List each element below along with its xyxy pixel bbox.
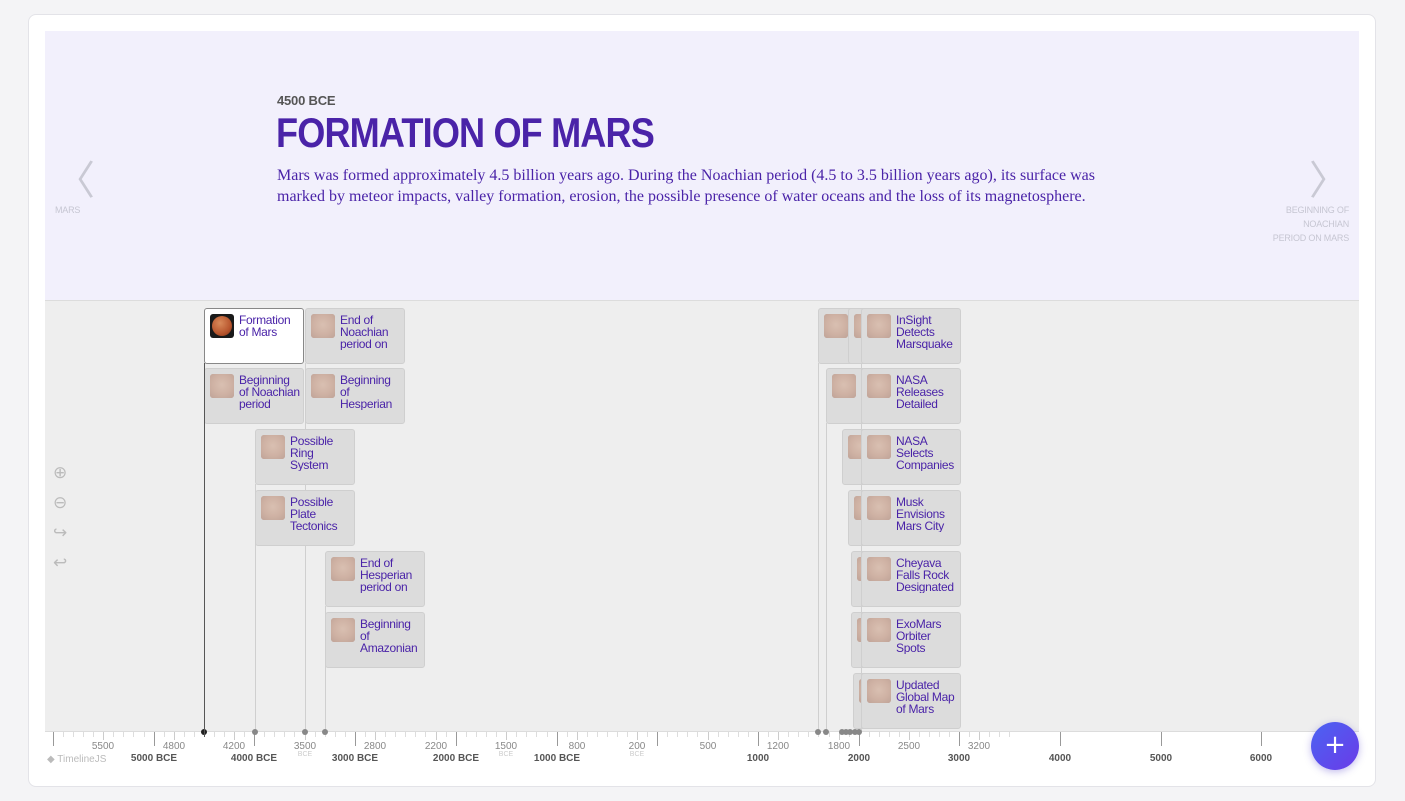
marker[interactable]: Musk Envisions Mars City [861,490,961,546]
marker-label: Musk Envisions Mars City [896,496,945,532]
time-axis[interactable]: 5500 4800 4200 3500 2800 2200 1500 800 2… [45,729,1359,771]
marker-label: End of Noachian period on Mars [340,314,389,350]
marker-label: Updated Global Map of Mars [896,679,955,715]
zoom-in-icon[interactable]: ⊕ [53,463,68,483]
marker-thumbnail [210,314,234,338]
timeline: 〈 MARS 4500 BCE FORMATION OF MARS Mars w… [45,31,1359,771]
marker-label: NASA Releases Detailed Map [896,374,944,410]
slide: 〈 MARS 4500 BCE FORMATION OF MARS Mars w… [45,31,1359,300]
marker-thumbnail [261,435,285,459]
marker[interactable]: Beginning of Amazonian period [325,612,425,668]
marker-dot[interactable] [852,729,858,735]
marker-label: Beginning of Amazonian period [360,618,418,654]
zoom-out-icon[interactable]: ⊖ [53,493,68,513]
previous-slide-button[interactable]: 〈 MARS [55,161,95,217]
marker-thumbnail [867,618,891,642]
chevron-right-icon: 〉 [1309,158,1349,204]
next-slide-label: BEGINNING OF NOACHIAN PERIOD ON MARS [1272,205,1349,243]
slide-title: FORMATION OF MARS [276,109,655,156]
marker[interactable]: Possible Ring System [255,429,355,735]
marker-label: End of Hesperian period on Mars [360,557,412,593]
marker[interactable]: Possible Plate Tectonics [255,490,355,546]
marker-label: Beginning of Noachian period [239,374,300,410]
marker-label: ExoMars Orbiter Spots Spiders [896,618,942,654]
marker[interactable]: Cheyava Falls Rock Designated [861,551,961,607]
slide-date: 4500 BCE [277,93,336,108]
marker-dot[interactable] [843,729,849,735]
marker-thumbnail [867,679,891,703]
marker[interactable]: End of Noachian period on Mars [305,308,405,737]
marker-thumbnail [331,557,355,581]
marker-dot[interactable] [823,729,829,735]
undo-icon[interactable]: ↩ [53,553,68,573]
marker-label: Possible Ring System [290,435,333,471]
marker[interactable]: Beginning of Hesperian period [305,368,405,424]
marker-thumbnail [210,374,234,398]
marker-dot[interactable] [839,729,845,735]
marker-thumbnail [867,435,891,459]
marker-label: Cheyava Falls Rock Designated [896,557,954,593]
marker[interactable]: Beginning of Noachian period [204,368,304,424]
marker-thumbnail [261,496,285,520]
timeline-nav: ⊕ ⊖ ↪ ↩ Formation of Mars End of Noachia… [45,300,1359,737]
marker-dot[interactable] [815,729,821,735]
marker-thumbnail [867,314,891,338]
marker-thumbnail [867,374,891,398]
marker-label: NASA Selects Companies [896,435,954,471]
marker-thumbnail [867,557,891,581]
marker-dot[interactable] [847,729,853,735]
marker-dot[interactable] [252,729,258,735]
marker-label: Formation of Mars [239,314,291,338]
marker[interactable]: Updated Global Map of Mars [861,673,961,729]
marker-thumbnail [311,314,335,338]
marker-label: Possible Plate Tectonics [290,496,338,532]
marker[interactable]: NASA Releases Detailed Map [861,368,961,424]
marker[interactable]: NASA Selects Companies [861,429,961,485]
marker-dot[interactable] [856,729,862,735]
marker-thumbnail [311,374,335,398]
next-slide-button[interactable]: 〉 BEGINNING OF NOACHIAN PERIOD ON MARS [1269,161,1349,245]
marker[interactable]: End of Hesperian period on Mars [325,551,425,734]
timelinejs-logo[interactable]: ◆ TimelineJS [47,754,107,765]
add-button[interactable]: + [1311,722,1359,770]
marker[interactable]: InSight Detects Marsquake [861,308,961,737]
redo-icon[interactable]: ↪ [53,523,68,543]
marker-dot[interactable] [302,729,308,735]
marker-label: InSight Detects Marsquake [896,314,953,350]
marker[interactable]: Formation of Mars [204,308,304,737]
marker-thumbnail [331,618,355,642]
chevron-left-icon: 〈 [55,158,95,204]
marker-label: Beginning of Hesperian period [340,374,392,410]
slide-text: Mars was formed approximately 4.5 billio… [277,167,1096,205]
previous-slide-label: MARS [55,205,81,215]
marker-dot[interactable] [322,729,328,735]
marker[interactable]: ExoMars Orbiter Spots Spiders [861,612,961,668]
marker-thumbnail [867,496,891,520]
